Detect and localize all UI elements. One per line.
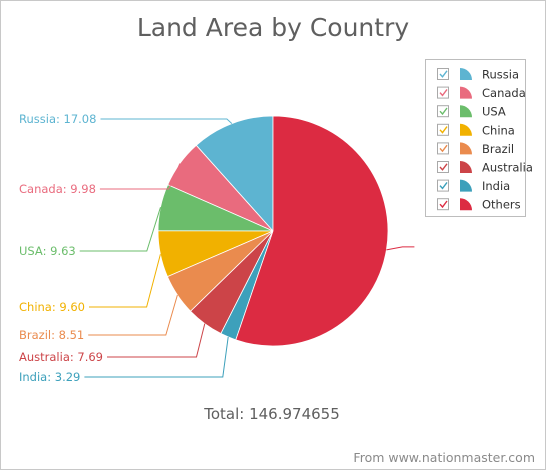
legend-swatch-russia [460, 68, 472, 80]
legend-checkbox-russia[interactable] [437, 68, 449, 80]
data-label-india: India: 3.29 [19, 370, 80, 384]
leader-line-brazil [88, 294, 178, 336]
legend-label-canada: Canada [482, 86, 526, 100]
checkmark-icon [439, 144, 448, 153]
legend-label-china: China [482, 123, 515, 137]
legend-item-australia[interactable]: Australia [437, 161, 533, 175]
checkmark-icon [439, 126, 448, 134]
source-footer: From www.nationmaster.com [353, 450, 535, 465]
legend-item-russia[interactable]: Russia [437, 68, 520, 82]
legend-item-india[interactable]: India [437, 179, 511, 193]
legend-item-china[interactable]: China [437, 123, 515, 137]
legend-item-others[interactable]: Others [437, 198, 521, 212]
legend-checkbox-others[interactable] [437, 198, 449, 211]
data-label-china: China: 9.60 [19, 300, 85, 314]
data-label-russia: Russia: 17.08 [19, 112, 96, 126]
legend-label-australia: Australia [482, 161, 533, 175]
legend: Russia Canada USA China Brazil Australia India… [425, 59, 533, 217]
legend-swatch-australia [460, 161, 472, 173]
data-label-usa: USA: 9.63 [19, 244, 76, 258]
legend-checkbox-brazil[interactable] [437, 142, 449, 155]
checkmark-icon [439, 70, 448, 78]
leader-line-canada [99, 163, 181, 190]
legend-item-canada[interactable]: Canada [437, 86, 526, 100]
leader-line-australia [107, 323, 206, 358]
legend-checkbox-australia[interactable] [437, 161, 449, 173]
data-label-australia: Australia: 7.69 [19, 350, 103, 364]
legend-swatch-brazil [460, 142, 472, 155]
legend-checkbox-china[interactable] [437, 123, 449, 136]
chart-title: Land Area by Country [137, 13, 410, 42]
legend-label-usa: USA [482, 105, 506, 119]
checkmark-icon [439, 181, 448, 190]
data-label-canada: Canada: 9.98 [19, 182, 96, 196]
legend-swatch-canada [460, 86, 472, 99]
leader-line-china [89, 254, 161, 308]
legend-box [425, 59, 526, 217]
legend-swatch-india [460, 179, 472, 192]
leader-line-usa [79, 207, 161, 252]
checkmark-icon [439, 107, 448, 116]
leader-line-russia [100, 118, 233, 124]
leader-line-others [386, 246, 415, 251]
legend-item-brazil[interactable]: Brazil [437, 142, 515, 156]
legend-label-others: Others [482, 198, 521, 212]
legend-swatch-usa [460, 105, 472, 118]
legend-swatch-china [460, 123, 472, 136]
data-label-leaders [79, 118, 415, 378]
leader-line-india [84, 336, 229, 378]
legend-label-brazil: Brazil [482, 142, 514, 156]
legend-label-india: India [482, 179, 510, 193]
legend-checkbox-canada[interactable] [437, 86, 449, 99]
checkmark-icon [439, 88, 448, 97]
slice-others [235, 115, 389, 347]
legend-checkbox-india[interactable] [437, 179, 449, 192]
legend-swatch-others [460, 198, 472, 211]
slice-russia [195, 115, 274, 233]
legend-checkbox-usa[interactable] [437, 105, 449, 118]
data-label-brazil: Brazil: 8.51 [19, 328, 84, 342]
legend-item-usa[interactable]: USA [437, 105, 506, 119]
total-label: Total: 146.974655 [203, 405, 340, 423]
pie-slices [157, 115, 389, 347]
checkmark-icon [439, 163, 448, 171]
checkmark-icon [439, 200, 448, 209]
data-labels: Russia: 17.08 Canada: 9.98 USA: 9.63 China:… [19, 112, 103, 384]
legend-label-russia: Russia [482, 68, 519, 82]
